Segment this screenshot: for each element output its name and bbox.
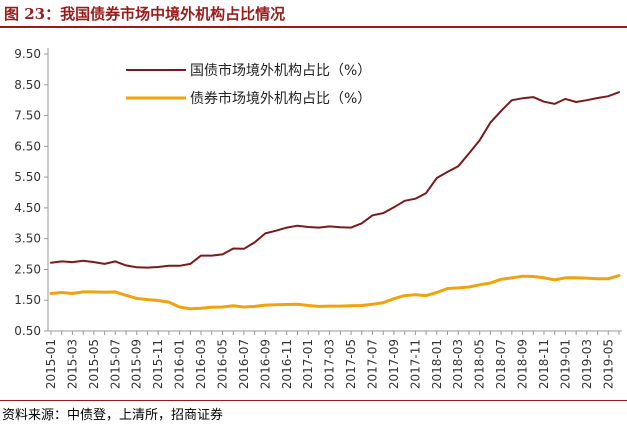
x-tick-label: 2016-01 (173, 339, 187, 389)
chart-axes (44, 48, 622, 335)
x-tick-label: 2015-03 (65, 339, 79, 389)
x-tick-label: 2015-01 (44, 339, 58, 389)
series-lines (49, 91, 621, 311)
x-tick-label: 2018-11 (537, 339, 551, 389)
legend-label-series-2: 债券市场境外机构占比（%） (190, 90, 371, 107)
x-tick-label: 2017-03 (323, 339, 337, 389)
x-tick-label: 2015-09 (130, 339, 144, 389)
y-tick-label: 0.50 (14, 324, 41, 338)
series-line-2 (49, 274, 621, 311)
x-tick-label: 2016-05 (215, 339, 229, 389)
title-rule (0, 26, 627, 28)
y-tick-label: 3.50 (14, 232, 41, 246)
y-tick-label: 8.50 (14, 78, 41, 92)
y-tick-label: 6.50 (14, 139, 41, 153)
x-tick-label: 2018-07 (494, 339, 508, 389)
x-tick-label: 2015-05 (87, 339, 101, 389)
y-tick-label: 1.50 (14, 293, 41, 307)
tick-labels: 9.50 8.50 7.50 6.50 5.50 4.50 3.50 2.50 1.50 0.50… (14, 47, 615, 389)
x-tick-label: 2018-09 (516, 339, 530, 389)
x-tick-label: 2017-11 (408, 339, 422, 389)
x-tick-label: 2016-07 (237, 339, 251, 389)
x-tick-label: 2019-03 (580, 339, 594, 389)
x-tick-label: 2015-07 (108, 339, 122, 389)
y-tick-label: 7.50 (14, 109, 41, 123)
x-tick-label: 2017-05 (344, 339, 358, 389)
x-tick-label: 2016-09 (258, 339, 272, 389)
y-tick-label: 4.50 (14, 201, 41, 215)
x-tick-label: 2015-11 (151, 339, 165, 389)
line-chart: 9.50 8.50 7.50 6.50 5.50 4.50 3.50 2.50 1.50 0.50… (14, 47, 622, 389)
legend-label-series-1: 国债市场境外机构占比（%） (190, 62, 371, 79)
x-tick-label: 2018-05 (473, 339, 487, 389)
x-tick-label: 2019-05 (601, 339, 615, 389)
y-tick-label: 5.50 (14, 170, 41, 184)
x-tick-label: 2016-03 (194, 339, 208, 389)
x-tick-label: 2018-01 (430, 339, 444, 389)
y-tick-label: 2.50 (14, 262, 41, 276)
x-tick-label: 2019-01 (558, 339, 572, 389)
x-tick-label: 2017-07 (366, 339, 380, 389)
y-tick-label: 9.50 (14, 47, 41, 61)
x-tick-label: 2016-11 (280, 339, 294, 389)
x-tick-label: 2018-03 (451, 339, 465, 389)
x-tick-label: 2017-09 (387, 339, 401, 389)
legend: 国债市场境外机构占比（%） 债券市场境外机构占比（%） (126, 62, 371, 107)
x-tick-label: 2017-01 (301, 339, 315, 389)
source-note: 资料来源：中债登，上清所，招商证券 (2, 408, 224, 423)
bottom-rule (0, 400, 627, 401)
figure-title: 图 23：我国债券市场中境外机构占比情况 (4, 5, 286, 23)
series-line-1 (50, 91, 620, 269)
